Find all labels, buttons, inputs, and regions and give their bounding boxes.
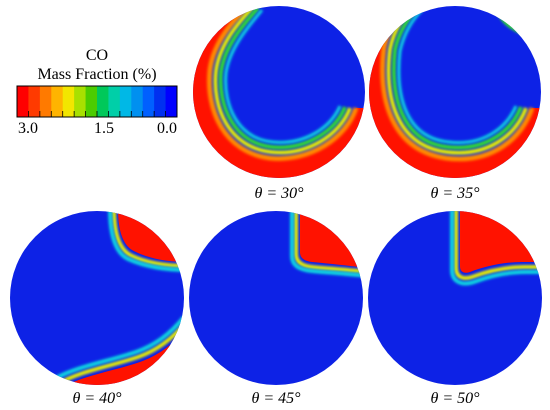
legend-title-species: CO — [86, 47, 108, 64]
colorbar — [17, 86, 178, 117]
colorbar-swatch — [108, 86, 121, 117]
colorbar-tick-min: 0.0 — [157, 120, 177, 137]
colorbar-swatch — [85, 86, 98, 117]
contour-panel-theta-30 — [193, 6, 365, 178]
panel-40-front-upper — [112, 211, 184, 268]
contour-panel-theta-45 — [189, 211, 363, 385]
colorbar-swatch — [28, 86, 41, 117]
colorbar-swatch — [165, 86, 178, 117]
panel-30-front-cyan — [224, 9, 342, 144]
panel-45-front-cyan — [290, 211, 363, 278]
panel-45-field — [189, 211, 363, 385]
contour-panel-theta-50 — [368, 211, 542, 385]
panel-30-front-green — [218, 6, 347, 150]
colorbar-swatch — [51, 86, 64, 117]
colorbar-swatch — [17, 86, 29, 117]
panel-40-label: θ = 40° — [72, 390, 122, 407]
panel-40-front-lower-cyan — [53, 315, 184, 381]
colorbar-swatch — [119, 86, 132, 117]
panel-40-front-lower-yellow — [56, 320, 184, 385]
contour-panel-theta-40 — [10, 211, 184, 385]
panel-30-front-orange — [206, 6, 359, 161]
panel-45-front-yellow — [294, 211, 363, 274]
panel-35-label: θ = 35° — [430, 185, 480, 202]
colorbar-swatch — [131, 86, 144, 117]
colorbar-legend: CO Mass Fraction (%) 3.0 1.5 0.0 — [16, 47, 178, 137]
colorbar-swatch — [62, 86, 75, 117]
colorbar-swatch — [39, 86, 52, 117]
panel-50-front-cyan — [450, 211, 542, 286]
panel-50-front-yellow — [454, 211, 542, 281]
legend-title-quantity: Mass Fraction (%) — [37, 66, 156, 83]
panel-30-label: θ = 30° — [254, 185, 304, 202]
panel-40-front-upper-cyan — [108, 211, 184, 272]
panel-35-front-cyan — [397, 8, 518, 145]
panel-50-label: θ = 50° — [430, 390, 480, 407]
colorbar-tick-mid: 1.5 — [94, 120, 114, 137]
colorbar-swatch — [142, 86, 155, 117]
panel-35-front-green — [391, 6, 523, 150]
panel-30-front-yellow — [213, 6, 352, 155]
colorbar-tick-max: 3.0 — [18, 120, 38, 137]
colorbar-swatch — [154, 86, 167, 117]
panel-45-label: θ = 45° — [251, 390, 301, 407]
panel-45-hot-region — [300, 211, 363, 268]
colorbar-frame — [16, 85, 178, 118]
colorbar-swatch — [74, 86, 87, 117]
panel-35-front-yellow — [386, 6, 528, 155]
contour-panel-theta-35 — [369, 6, 541, 178]
colorbar-swatch — [97, 86, 109, 117]
